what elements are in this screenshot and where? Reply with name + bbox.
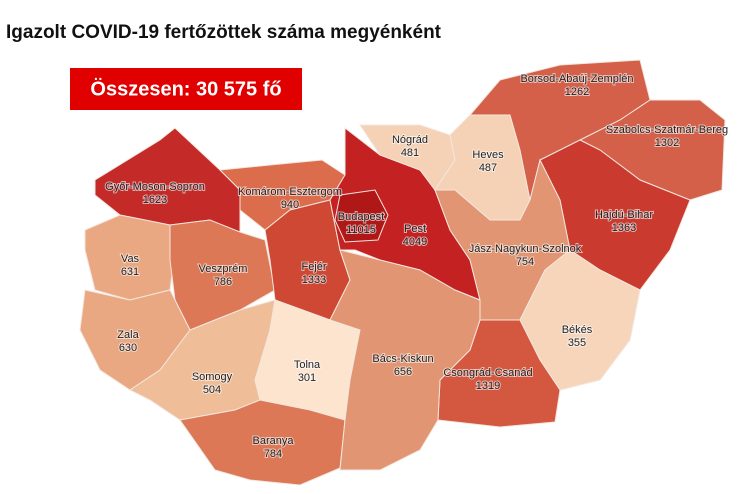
county-name: Jász-Nagykun-Szolnok	[469, 243, 582, 255]
county-value: 786	[214, 276, 232, 288]
county-name: Szabolcs-Szatmár-Bereg	[606, 124, 728, 136]
county-value: 1333	[302, 274, 326, 286]
total-label: Összesen: 30 575 fő	[90, 77, 281, 100]
map-title: Igazolt COVID-19 fertőzöttek száma megyé…	[6, 22, 442, 43]
county-name: Budapest	[338, 211, 384, 223]
county	[329, 249, 481, 471]
county-value: 784	[264, 448, 282, 460]
county-value: 301	[298, 372, 316, 384]
county-name: Borsod-Abaúj-Zemplén	[520, 73, 633, 85]
county-value: 1319	[476, 380, 500, 392]
county-value: 487	[479, 162, 497, 174]
county-value: 1363	[612, 222, 636, 234]
county-value: 11015	[346, 224, 376, 236]
county-value: 631	[121, 266, 139, 278]
county-name: Vas	[121, 253, 140, 265]
county-name: Heves	[472, 149, 504, 161]
county-value: 656	[394, 366, 412, 378]
county-name: Zala	[117, 329, 139, 341]
county-name: Somogy	[192, 371, 233, 383]
county-name: Komárom-Esztergom	[238, 186, 342, 198]
county-value: 1302	[655, 137, 679, 149]
county-value: 940	[281, 199, 299, 211]
county-value: 1623	[143, 194, 167, 206]
county	[334, 189, 389, 243]
county-name: Veszprém	[199, 263, 248, 275]
county-value: 754	[516, 256, 534, 268]
county-name: Nógrád	[392, 134, 428, 146]
county-name: Csongrád-Csanád	[443, 367, 532, 379]
county-value: 1262	[565, 86, 589, 98]
county-value: 481	[401, 147, 419, 159]
total-box	[70, 68, 302, 110]
county-value: 630	[119, 342, 137, 354]
county-name: Bács-Kiskun	[372, 353, 433, 365]
regions	[79, 59, 726, 486]
county-name: Baranya	[253, 435, 295, 447]
county-name: Pest	[404, 223, 426, 235]
county-name: Győr-Moson-Sopron	[105, 181, 205, 193]
county-name: Tolna	[294, 359, 321, 371]
county-value: 4049	[403, 236, 427, 248]
county-value: 504	[203, 384, 221, 396]
county-name: Békés	[562, 324, 593, 336]
county-name: Fejér	[301, 261, 326, 273]
county-value: 355	[568, 337, 586, 349]
county	[169, 219, 276, 331]
county-name: Hajdú-Bihar	[595, 209, 653, 221]
